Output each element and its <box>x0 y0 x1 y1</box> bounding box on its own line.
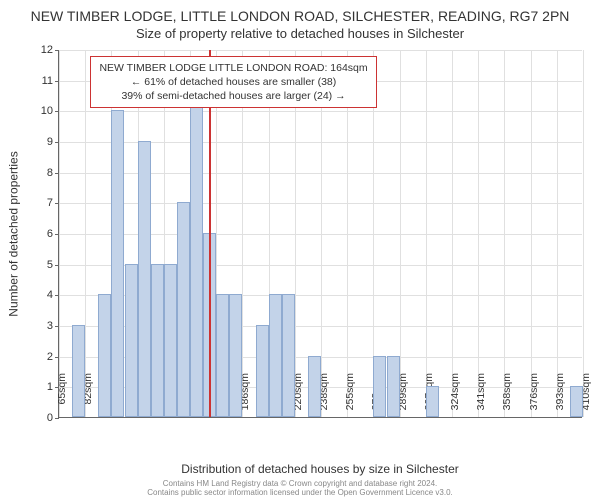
chart-subtitle: Size of property relative to detached ho… <box>0 24 600 41</box>
y-tick: 11 <box>42 75 59 87</box>
histogram-bar <box>308 356 321 417</box>
footer-line-2: Contains public sector information licen… <box>0 488 600 498</box>
histogram-bar <box>72 325 85 417</box>
histogram-bar <box>190 80 203 417</box>
gridline-v <box>531 50 532 417</box>
gridline-v <box>504 50 505 417</box>
annotation-line-2: ← 61% of detached houses are smaller (38… <box>99 75 367 89</box>
x-tick: 341sqm <box>475 373 487 421</box>
x-tick: 393sqm <box>554 373 566 421</box>
y-tick: 12 <box>41 44 59 56</box>
histogram-bar <box>151 264 164 417</box>
y-tick: 10 <box>41 105 59 117</box>
histogram-bar <box>164 264 177 417</box>
chart-title: NEW TIMBER LODGE, LITTLE LONDON ROAD, SI… <box>0 0 600 24</box>
x-tick: 65sqm <box>56 373 68 421</box>
footer-line-1: Contains HM Land Registry data © Crown c… <box>0 479 600 489</box>
histogram-bar <box>177 202 190 417</box>
histogram-bar <box>387 356 400 417</box>
annotation-box: NEW TIMBER LODGE LITTLE LONDON ROAD: 164… <box>90 56 376 109</box>
y-tick: 8 <box>47 167 59 179</box>
x-tick: 324sqm <box>449 373 461 421</box>
histogram-chart: NEW TIMBER LODGE, LITTLE LONDON ROAD, SI… <box>0 0 600 500</box>
histogram-bar <box>125 264 138 417</box>
annotation-line-1: NEW TIMBER LODGE LITTLE LONDON ROAD: 164… <box>99 61 367 75</box>
histogram-bar <box>138 141 151 417</box>
footer-attribution: Contains HM Land Registry data © Crown c… <box>0 479 600 498</box>
y-tick: 9 <box>47 136 59 148</box>
histogram-bar <box>426 386 439 417</box>
x-tick: 255sqm <box>344 373 356 421</box>
y-tick: 4 <box>47 289 59 301</box>
histogram-bar <box>111 110 124 417</box>
y-tick: 7 <box>47 197 59 209</box>
gridline-v <box>400 50 401 417</box>
gridline-v <box>583 50 584 417</box>
annotation-line-3: 39% of semi-detached houses are larger (… <box>99 89 367 103</box>
y-tick: 3 <box>47 320 59 332</box>
histogram-bar <box>216 294 229 417</box>
histogram-bar <box>256 325 269 417</box>
histogram-bar <box>98 294 111 417</box>
gridline-v <box>59 50 60 417</box>
gridline-v <box>85 50 86 417</box>
gridline-v <box>452 50 453 417</box>
histogram-bar <box>570 386 583 417</box>
histogram-bar <box>229 294 242 417</box>
histogram-bar <box>373 356 386 417</box>
gridline-v <box>557 50 558 417</box>
y-tick: 6 <box>47 228 59 240</box>
gridline-v <box>426 50 427 417</box>
histogram-bar <box>269 294 282 417</box>
plot-area: NEW TIMBER LODGE LITTLE LONDON ROAD: 164… <box>58 50 582 418</box>
x-tick: 376sqm <box>528 373 540 421</box>
gridline-v <box>478 50 479 417</box>
y-axis-label-wrap: Number of detached properties <box>4 0 24 468</box>
histogram-bar <box>282 294 295 417</box>
y-tick: 5 <box>47 259 59 271</box>
x-tick: 358sqm <box>501 373 513 421</box>
y-tick: 2 <box>47 351 59 363</box>
x-axis-label: Distribution of detached houses by size … <box>58 462 582 476</box>
y-axis-label: Number of detached properties <box>7 151 21 316</box>
